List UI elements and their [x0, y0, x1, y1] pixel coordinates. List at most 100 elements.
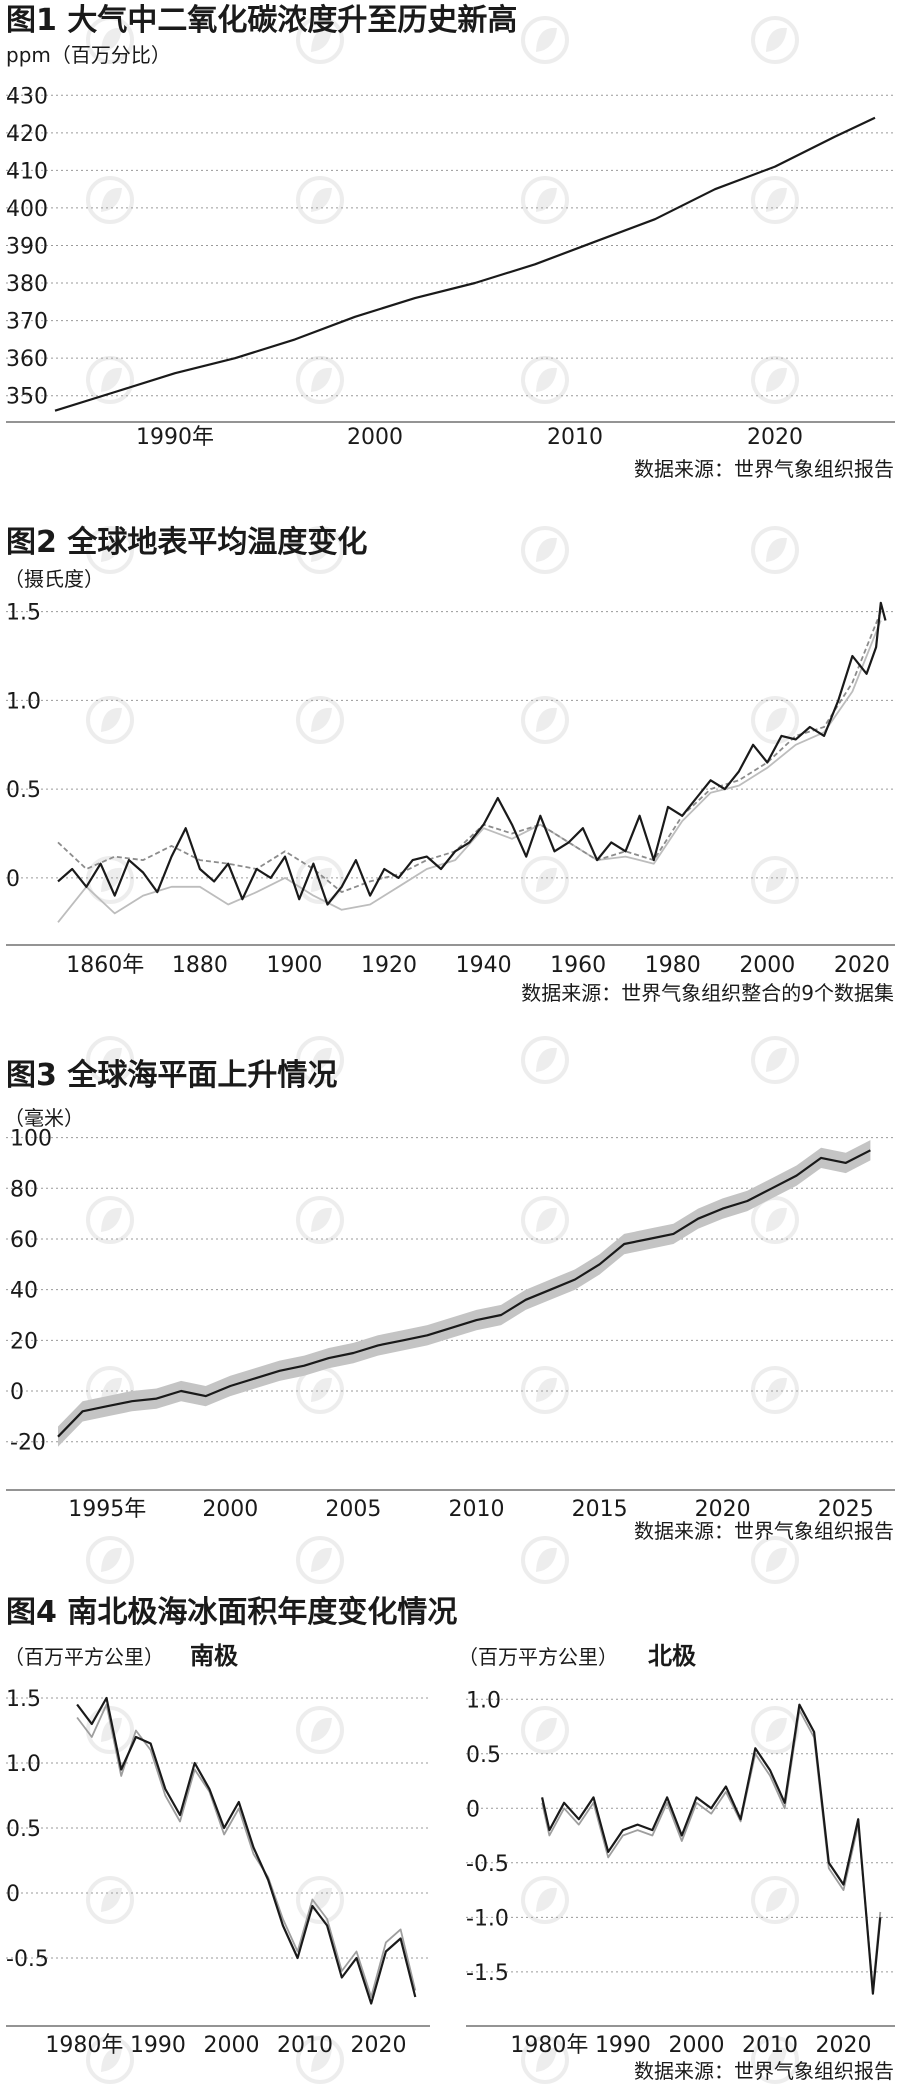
chart-antarctic-unit: （百万平方公里） [4, 1645, 164, 1669]
series-line [76, 1703, 417, 1998]
chart-antarctic-subtitle: 南极 [190, 1642, 238, 1670]
chart-temp-source: 数据来源：世界气象组织整合的9个数据集 [521, 981, 894, 1005]
watermark-logo-icon [296, 16, 344, 64]
chart-temp-unit: （摄氏度） [4, 567, 104, 591]
chart-arctic: （百万平方公里） 北极 1.0 0.5 0 -0.5 -1.0 -1.5 198… [458, 1642, 895, 2083]
x-tick-label: 2010 [449, 1497, 505, 1522]
watermark-logo-icon [86, 16, 134, 64]
chart-arctic-grid [466, 1698, 895, 2027]
chart-antarctic-grid [6, 1697, 430, 2027]
chart-co2: 图1 大气中二氧化碳浓度升至历史新高 ppm（百万分比） 430 420 410… [6, 3, 895, 481]
x-tick-label: 2000 [203, 2033, 259, 2058]
watermark-logo-icon [521, 16, 569, 64]
watermark-logo-icon [86, 1196, 134, 1244]
watermark-logo-icon [296, 1706, 344, 1754]
series-line [57, 1149, 871, 1438]
chart-antarctic-x-ticks: 1980年 1990 2000 2010 2020 [45, 2033, 406, 2058]
chart-arctic-unit: （百万平方公里） [458, 1645, 618, 1669]
x-tick-label: 2010 [742, 2033, 798, 2058]
x-tick-label: 1920 [361, 953, 417, 978]
y-tick-label: 380 [6, 272, 48, 297]
series-line [541, 1703, 882, 1995]
watermark-logo-icon [751, 1196, 799, 1244]
watermark-logo-icon [296, 356, 344, 404]
chart-sea-ice-title: 图4 南北极海冰面积年度变化情况 [6, 1595, 457, 1630]
x-tick-label: 1990年 [136, 425, 214, 450]
chart-co2-series [54, 116, 876, 412]
chart-sea-title: 图3 全球海平面上升情况 [6, 1058, 337, 1093]
x-tick-label: 2010 [277, 2033, 333, 2058]
y-tick-label: -0.5 [6, 1947, 49, 1972]
chart-sea-x-ticks: 1995年 2000 2005 2010 2015 2020 2025 [68, 1497, 874, 1522]
watermark-logo-icon [86, 176, 134, 224]
watermark-logo-icon [521, 1036, 569, 1084]
x-tick-label: 2025 [818, 1497, 874, 1522]
watermark-logo-icon [751, 1036, 799, 1084]
x-tick-label: 1980 [645, 953, 701, 978]
chart-temp-grid [6, 611, 895, 946]
watermark-logo-icon [751, 176, 799, 224]
chart-sea-unit: （毫米） [4, 1106, 84, 1130]
watermark-logo-icon [86, 356, 134, 404]
watermark-logo-icon [521, 1876, 569, 1924]
chart-arctic-y-ticks: 1.0 0.5 0 -0.5 -1.0 -1.5 [466, 1688, 509, 1986]
series-line [57, 601, 887, 906]
y-tick-label: 0.5 [6, 778, 41, 803]
watermark-logo-icon [751, 1536, 799, 1584]
y-tick-label: 40 [10, 1279, 38, 1304]
chart-sea-y-ticks: 100 80 60 40 20 0 -20 [10, 1127, 52, 1456]
watermark-logo-icon [521, 696, 569, 744]
watermark-logo-icon [521, 356, 569, 404]
x-tick-label: 1990 [130, 2033, 186, 2058]
watermark-logo-icon [751, 1366, 799, 1414]
x-tick-label: 1900 [266, 953, 322, 978]
x-tick-label: 1990 [595, 2033, 651, 2058]
watermark-logo-icon [86, 1036, 134, 1084]
chart-arctic-x-ticks: 1980年 1990 2000 2010 2020 [510, 2033, 871, 2058]
y-tick-label: 1.0 [6, 1752, 41, 1777]
watermark-logo-icon [296, 1196, 344, 1244]
x-tick-label: 1995年 [68, 1497, 146, 1522]
y-tick-label: 0 [10, 1380, 24, 1405]
y-tick-label: -20 [10, 1431, 46, 1456]
chart-temp-title: 图2 全球地表平均温度变化 [6, 525, 367, 560]
x-tick-label: 2020 [747, 425, 803, 450]
chart-antarctic-y-ticks: 1.5 1.0 0.5 0 -0.5 [6, 1687, 49, 1972]
chart-sea: 图3 全球海平面上升情况 （毫米） 100 80 60 40 20 0 -20 … [4, 1058, 895, 1543]
y-tick-label: 360 [6, 347, 48, 372]
series-line [54, 116, 876, 412]
watermark-logo-icon [86, 526, 134, 574]
watermark-logo-icon [751, 16, 799, 64]
y-tick-label: 400 [6, 197, 48, 222]
y-tick-label: 420 [6, 122, 48, 147]
watermark-logo-icon [521, 2036, 569, 2084]
x-tick-label: 1980年 [45, 2033, 123, 2058]
y-tick-label: 1.0 [466, 1688, 501, 1713]
chart-sea-source: 数据来源：世界气象组织报告 [634, 1519, 894, 1543]
watermark-logo-icon [751, 356, 799, 404]
x-tick-label: 1880 [172, 953, 228, 978]
x-tick-label: 2010 [547, 425, 603, 450]
y-tick-label: 20 [10, 1329, 38, 1354]
y-tick-label: 80 [10, 1177, 38, 1202]
watermark-logo-icon [751, 696, 799, 744]
x-tick-label: 1860年 [66, 953, 144, 978]
chart-antarctic-series [76, 1696, 417, 2005]
x-tick-label: 2000 [668, 2033, 724, 2058]
watermark-logo-icon [296, 696, 344, 744]
y-tick-label: 100 [10, 1127, 52, 1152]
chart-co2-x-ticks: 1990年 2000 2010 2020 [136, 425, 803, 450]
watermark-layer [86, 16, 799, 2084]
chart-co2-grid [6, 94, 895, 423]
x-tick-label: 2000 [347, 425, 403, 450]
y-tick-label: 0 [466, 1797, 480, 1822]
watermark-logo-icon [296, 1036, 344, 1084]
x-tick-label: 2020 [834, 953, 890, 978]
x-tick-label: 2000 [739, 953, 795, 978]
chart-co2-source: 数据来源：世界气象组织报告 [634, 457, 894, 481]
watermark-logo-icon [521, 1196, 569, 1244]
x-tick-label: 1980年 [510, 2033, 588, 2058]
y-tick-label: 0 [6, 1882, 20, 1907]
chart-temp-series [57, 601, 887, 923]
